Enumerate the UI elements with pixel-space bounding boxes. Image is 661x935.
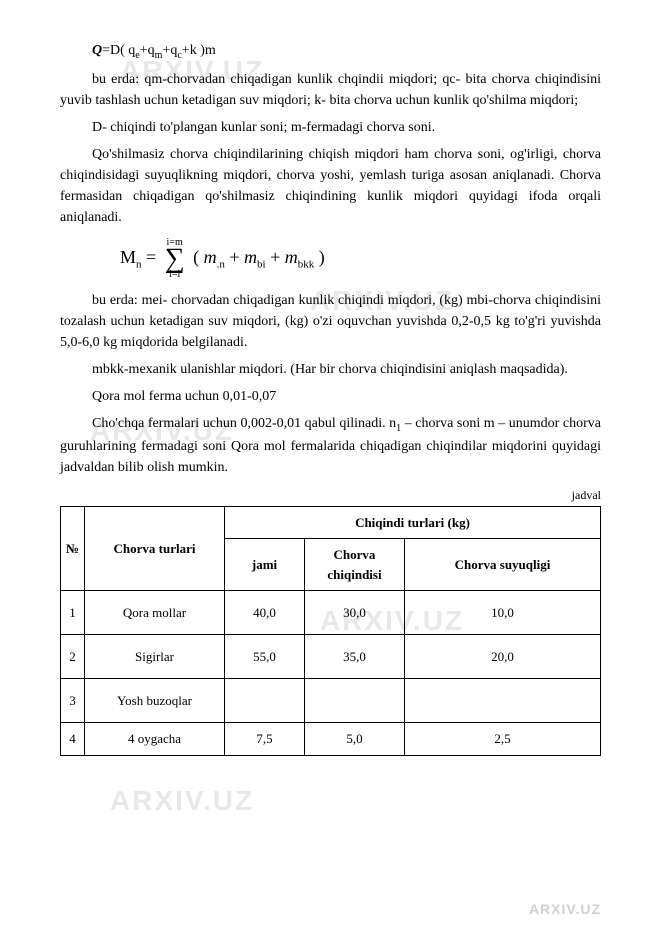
- paragraph: Qora mol ferma uchun 0,01-0,07: [60, 386, 601, 407]
- cell-suyuq: 20,0: [405, 635, 601, 679]
- cell-name: Sigirlar: [85, 635, 225, 679]
- cell-num: 2: [61, 635, 85, 679]
- cell-num: 1: [61, 591, 85, 635]
- paragraph: Qo'shilmasiz chorva chiqindilarining chi…: [60, 144, 601, 228]
- table-row: 3 Yosh buzoqlar: [61, 679, 601, 723]
- table-row: 2 Sigirlar 55,0 35,0 20,0: [61, 635, 601, 679]
- cell-name: Qora mollar: [85, 591, 225, 635]
- cell-chiq: 5,0: [305, 723, 405, 756]
- formula-q: Q=D( qe+qm+qc+k )m: [60, 40, 601, 63]
- cell-num: 4: [61, 723, 85, 756]
- table-header-name: Chorva turlari: [85, 506, 225, 591]
- table-row: 4 4 oygacha 7,5 5,0 2,5: [61, 723, 601, 756]
- cell-chiq: 35,0: [305, 635, 405, 679]
- table-row: 1 Qora mollar 40,0 30,0 10,0: [61, 591, 601, 635]
- cell-suyuq: 10,0: [405, 591, 601, 635]
- cell-suyuq: [405, 679, 601, 723]
- paragraph: Cho'chqa fermalari uchun 0,002-0,01 qabu…: [60, 413, 601, 478]
- cell-jami: 40,0: [225, 591, 305, 635]
- cell-name: 4 oygacha: [85, 723, 225, 756]
- data-table: № Chorva turlari Chiqindi turlari (kg) j…: [60, 506, 601, 756]
- table-caption: jadval: [60, 486, 601, 504]
- table-header-suyuq: Chorva suyuqligi: [405, 539, 601, 591]
- table-header-group: Chiqindi turlari (kg): [225, 506, 601, 539]
- table-header-jami: jami: [225, 539, 305, 591]
- paragraph: mbkk-mexanik ulanishlar miqdori. (Har bi…: [60, 359, 601, 380]
- cell-jami: 7,5: [225, 723, 305, 756]
- cell-num: 3: [61, 679, 85, 723]
- cell-suyuq: 2,5: [405, 723, 601, 756]
- cell-jami: [225, 679, 305, 723]
- cell-jami: 55,0: [225, 635, 305, 679]
- cell-chiq: [305, 679, 405, 723]
- table-header-chiq: Chorva chiqindisi: [305, 539, 405, 591]
- watermark-footer: ARXIV.UZ: [529, 899, 601, 920]
- watermark: ARXIV.UZ: [110, 780, 254, 822]
- paragraph: bu erda: qm-chorvadan chiqadigan kunlik …: [60, 69, 601, 111]
- document-body: Q=D( qe+qm+qc+k )m bu erda: qm-chorvadan…: [60, 40, 601, 756]
- formula-mn: Mn = i=m ∑ i=l ( m.n + mbi + mbkk ): [120, 238, 601, 280]
- cell-chiq: 30,0: [305, 591, 405, 635]
- table-header-num: №: [61, 506, 85, 591]
- paragraph: D- chiqindi to'plangan kunlar soni; m-fe…: [60, 117, 601, 138]
- cell-name: Yosh buzoqlar: [85, 679, 225, 723]
- paragraph: bu erda: mei- chorvadan chiqadigan kunli…: [60, 290, 601, 353]
